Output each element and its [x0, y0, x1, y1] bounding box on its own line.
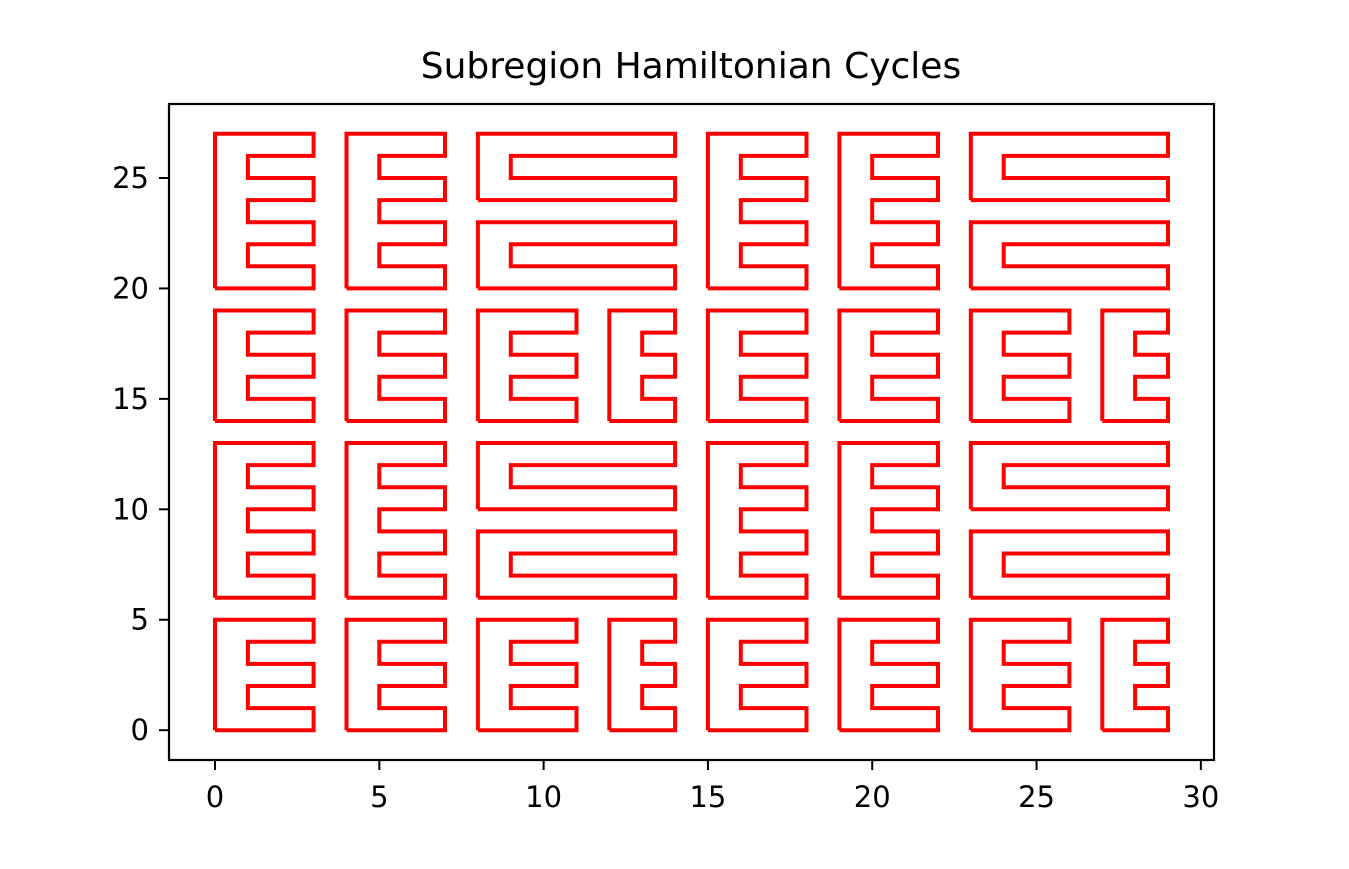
cycle-path-13	[705, 441, 809, 600]
cycle-path-15	[968, 529, 1170, 600]
x-tick-label: 5	[370, 780, 388, 814]
cycle-path-8	[1100, 617, 1170, 733]
y-tick-label: 25	[112, 161, 149, 195]
cycle-path-19	[475, 308, 579, 423]
cycle-path-17	[213, 308, 316, 423]
cycle-path-28	[475, 131, 678, 203]
cycle-path-30	[837, 131, 940, 291]
cycle-path-2	[344, 617, 447, 733]
y-axis: 0 5 10 15 20 25	[112, 161, 169, 747]
x-axis: 0 5 10 15 20 25 30	[206, 760, 1219, 814]
y-tick-label: 10	[112, 492, 149, 526]
plot-frame	[167, 102, 1216, 762]
cycle-path-24	[1100, 308, 1170, 423]
cycle-path-20	[607, 308, 678, 423]
cycle-path-31	[968, 220, 1170, 291]
y-tick-label: 20	[112, 271, 149, 305]
cycle-path-12	[475, 441, 678, 512]
x-tick-label: 20	[854, 780, 891, 814]
cycle-path-25	[213, 131, 316, 291]
cycle-path-1	[213, 617, 316, 733]
cycle-path-9	[213, 441, 316, 600]
cycle-path-22	[837, 308, 940, 423]
cycle-path-14	[837, 441, 940, 600]
cycle-path-11	[475, 529, 678, 600]
cycle-path-3	[475, 617, 579, 733]
x-tick-label: 0	[206, 780, 224, 814]
cycle-path-10	[344, 441, 447, 600]
cycle-path-5	[705, 617, 809, 733]
y-tick-label: 15	[112, 382, 149, 416]
cycle-path-18	[344, 308, 447, 423]
cycle-path-27	[475, 220, 678, 291]
cycle-path-16	[968, 441, 1170, 512]
cycle-path-26	[344, 131, 447, 291]
cycle-path-21	[705, 308, 809, 423]
cycle-path-23	[968, 308, 1072, 423]
cycle-path-4	[607, 617, 678, 733]
x-tick-label: 25	[1018, 780, 1055, 814]
x-tick-label: 10	[525, 780, 562, 814]
x-tick-label: 15	[689, 780, 726, 814]
y-tick-label: 5	[131, 603, 149, 637]
cycle-path-32	[968, 131, 1170, 203]
series-layer	[213, 131, 1170, 733]
chart-title: Subregion Hamiltonian Cycles	[421, 46, 961, 87]
cycle-path-6	[837, 617, 940, 733]
y-tick-label: 0	[131, 713, 149, 747]
cycle-path-29	[705, 131, 809, 291]
x-tick-label: 30	[1182, 780, 1219, 814]
cycle-path-7	[968, 617, 1072, 733]
